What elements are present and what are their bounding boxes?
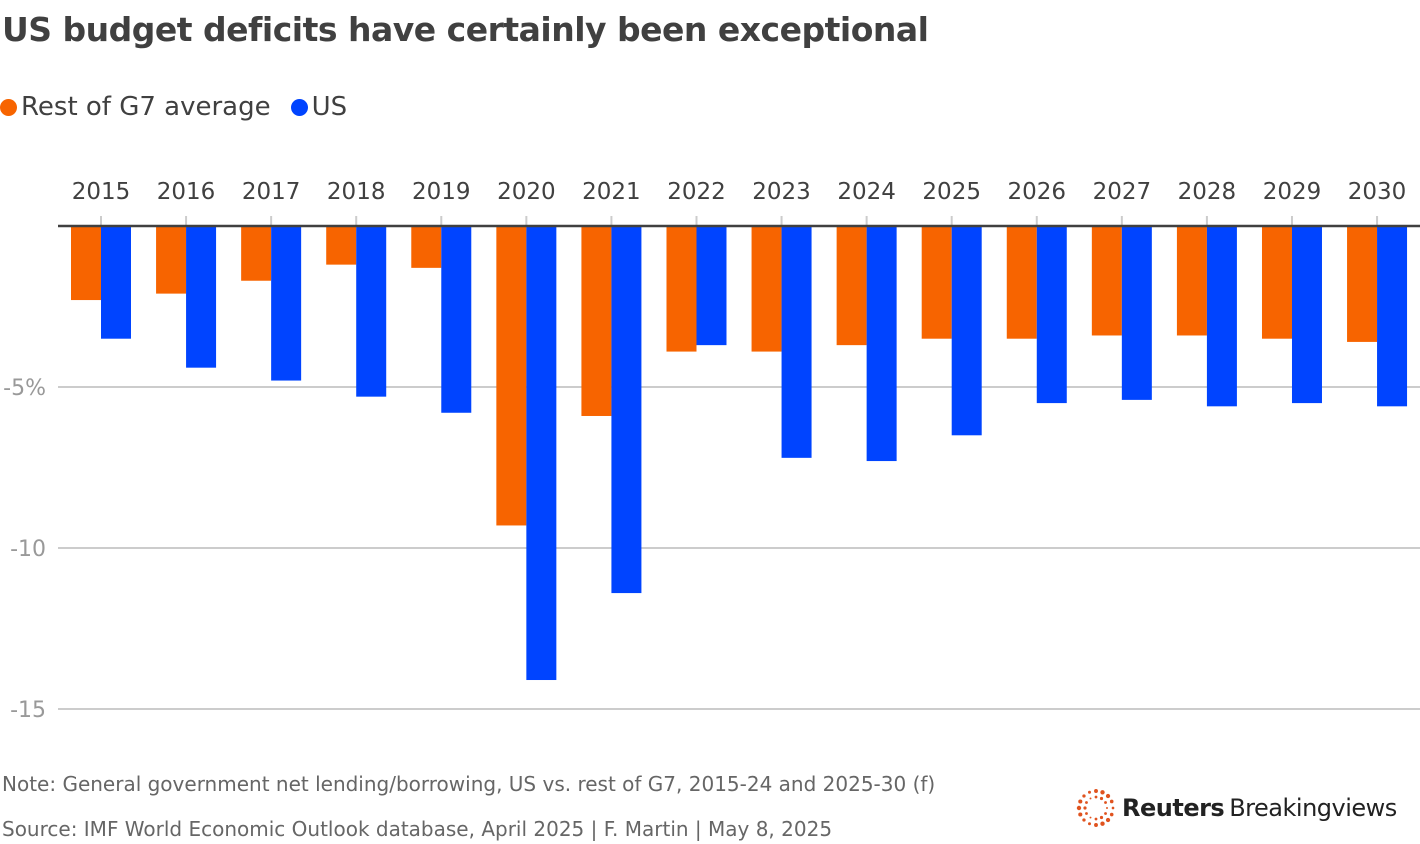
x-tick-label: 2025 xyxy=(922,179,981,205)
bar-us-2026 xyxy=(1036,226,1067,404)
chart-title: US budget deficits have certainly been e… xyxy=(2,10,929,49)
logo-dot xyxy=(1111,806,1115,810)
logo-dot xyxy=(1105,793,1111,799)
logo-dot xyxy=(1089,816,1092,819)
x-tick-label: 2021 xyxy=(582,179,641,205)
bar-us-2016 xyxy=(186,226,217,368)
logo-dot xyxy=(1100,790,1105,795)
bar-rest-of-g7-2030 xyxy=(1347,226,1378,342)
bar-us-2017 xyxy=(271,226,302,381)
bar-rest-of-g7-2025 xyxy=(921,226,952,339)
logo-dot xyxy=(1094,817,1098,821)
bar-us-2023 xyxy=(781,226,812,458)
x-tick-label: 2030 xyxy=(1348,179,1407,205)
bar-rest-of-g7-2020 xyxy=(496,226,527,526)
logo-dot xyxy=(1088,822,1091,826)
bar-rest-of-g7-2027 xyxy=(1091,226,1122,336)
legend-label: Rest of G7 average xyxy=(21,92,271,122)
logo-text-reuters: Reuters xyxy=(1122,794,1225,822)
logo-text-breakingviews: Breakingviews xyxy=(1229,794,1397,822)
bar-rest-of-g7-2017 xyxy=(241,226,272,281)
x-tick-label: 2015 xyxy=(72,179,131,205)
bar-us-2021 xyxy=(611,226,642,594)
x-tick-label: 2022 xyxy=(667,179,726,205)
y-tick-label: -10 xyxy=(10,537,46,562)
bar-us-2029 xyxy=(1291,226,1322,404)
logo-dot xyxy=(1089,797,1092,800)
legend-label: US xyxy=(311,92,348,122)
bar-rest-of-g7-2018 xyxy=(326,226,357,265)
logo-dot xyxy=(1082,794,1086,798)
x-tick-label: 2029 xyxy=(1263,179,1322,205)
logo-dot xyxy=(1109,812,1114,817)
bar-rest-of-g7-2021 xyxy=(581,226,612,416)
y-tick-label: -15 xyxy=(10,698,46,723)
bar-rest-of-g7-2023 xyxy=(751,226,782,352)
reuters-dots-icon xyxy=(1076,789,1115,827)
chart-note: Note: General government net lending/bor… xyxy=(2,772,936,796)
logo-dot xyxy=(1083,806,1087,810)
logo-dot xyxy=(1085,812,1088,815)
bar-us-2028 xyxy=(1206,226,1237,407)
bar-rest-of-g7-2026 xyxy=(1006,226,1037,339)
bar-rest-of-g7-2024 xyxy=(836,226,867,346)
logo-dot xyxy=(1099,815,1104,820)
bar-us-2020 xyxy=(526,226,557,681)
reuters-breakingviews-logo: Reuters Breakingviews xyxy=(1076,788,1397,828)
x-tick-label: 2017 xyxy=(242,179,301,205)
bar-us-2015 xyxy=(101,226,131,339)
logo-dot xyxy=(1104,812,1107,815)
y-tick-label: -5% xyxy=(3,376,46,401)
x-tick-label: 2027 xyxy=(1093,179,1152,205)
bar-us-2027 xyxy=(1121,226,1152,400)
logo-dot xyxy=(1094,795,1098,799)
bar-rest-of-g7-2016 xyxy=(156,226,187,294)
logo-dot xyxy=(1078,812,1083,817)
bar-us-2025 xyxy=(951,226,982,436)
bar-rest-of-g7-2028 xyxy=(1176,226,1207,336)
logo-dot xyxy=(1106,807,1108,809)
legend-swatch-orange xyxy=(0,98,17,116)
bar-chart: -5% -10 -15 2015 2016 2017 2018 2019 2020 2021 202… xyxy=(3,179,1420,723)
x-tick-label: 2018 xyxy=(327,179,386,205)
x-tick-label: 2016 xyxy=(157,179,216,205)
logo-dot xyxy=(1094,823,1098,827)
legend-item-rest-of-g7: Rest of G7 average xyxy=(0,92,271,122)
x-tick-label: 2023 xyxy=(752,179,811,205)
x-tick-label: 2028 xyxy=(1178,179,1237,205)
legend-swatch-blue xyxy=(290,98,308,116)
logo-dot xyxy=(1109,799,1114,804)
bar-us-2022 xyxy=(696,226,727,346)
legend-item-us: US xyxy=(290,92,348,122)
logo-dot xyxy=(1094,789,1098,793)
bar-rest-of-g7-2015 xyxy=(71,226,101,301)
logo-dot xyxy=(1099,796,1104,801)
x-tick-label: 2024 xyxy=(837,179,896,205)
x-tick-label: 2020 xyxy=(497,179,556,205)
logo-dot xyxy=(1100,821,1105,826)
logo-dot xyxy=(1082,818,1086,822)
bar-rest-of-g7-2019 xyxy=(411,226,442,268)
logo-dot xyxy=(1085,801,1088,804)
legend: Rest of G7 average US xyxy=(0,92,367,122)
bar-rest-of-g7-2029 xyxy=(1261,226,1292,339)
bar-us-2030 xyxy=(1377,226,1408,407)
logo-dot xyxy=(1076,805,1082,811)
logo-dot xyxy=(1088,790,1091,794)
bar-us-2019 xyxy=(441,226,472,413)
bar-us-2018 xyxy=(356,226,387,397)
x-tick-label: 2019 xyxy=(412,179,471,205)
chart-source: Source: IMF World Economic Outlook datab… xyxy=(2,817,833,841)
logo-dot xyxy=(1078,799,1083,804)
bar-rest-of-g7-2022 xyxy=(666,226,697,352)
logo-dot xyxy=(1104,801,1107,804)
logo-dot xyxy=(1105,817,1111,823)
bar-us-2024 xyxy=(866,226,897,462)
x-tick-label: 2026 xyxy=(1007,179,1066,205)
